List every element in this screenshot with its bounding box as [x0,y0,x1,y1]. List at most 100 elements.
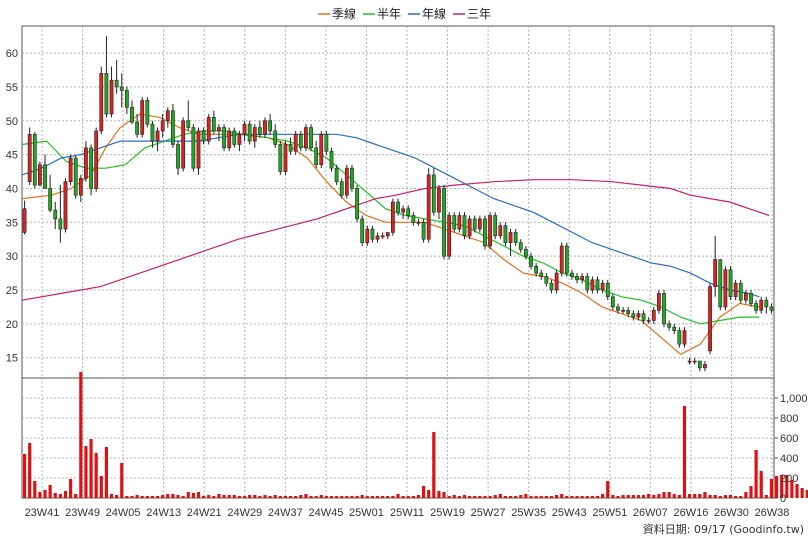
candle-body [564,245,569,274]
candle-body [104,73,109,115]
candle-body [524,249,528,257]
price-tick-label: 60 [6,48,18,60]
volume-bar [176,495,180,498]
volume-bar [539,496,543,498]
volume-bar [703,492,707,498]
candle-body [334,167,339,182]
volume-bar [401,496,405,498]
volume-bar [350,496,354,498]
volume-bar [652,495,656,498]
candle-body [227,130,232,149]
candle-body [738,282,743,301]
volume-bar [713,495,717,498]
volume-bar [53,493,57,498]
candle-body [385,232,390,237]
volume-bar [657,494,661,498]
candle-body [380,235,385,238]
x-axis-labels: 23W41 23W49 24W05 24W13 24W21 24W29 24W37 24W45… [25,507,790,519]
volume-bar [708,495,712,498]
volume-bar [473,496,477,498]
volume-bar [324,496,328,498]
price-tick-label: 15 [6,353,18,365]
candle-body [273,130,278,145]
volume-bar [99,476,103,498]
volume-bar [391,496,395,498]
source-text: 資料日期: 09/17 (Goodinfo.tw) [643,522,804,536]
candle-body [94,130,99,189]
candle-body [150,123,155,142]
candle-body [43,164,47,189]
legend-label-half: 半年 [377,7,401,21]
volume-bar [478,496,482,498]
candle-body [477,218,482,230]
volume-bar [145,496,149,498]
volume-bar [601,494,605,498]
volume-bar [181,496,185,498]
volume-bar [309,496,313,498]
volume-bar [268,496,272,498]
candle-body [155,130,160,142]
volume-bar [677,495,681,498]
candle-body [206,117,211,142]
volume-bar [621,495,625,498]
volume-bar [140,496,144,498]
volume-bar [155,496,160,498]
volume-tick-label: 1,000 [780,393,808,405]
volume-bar [171,494,175,498]
volume-tick-label: 200 [780,473,798,485]
candle-body [723,269,728,308]
volume-bar [457,496,461,498]
legend-label-quarter: 季線 [332,6,356,21]
volume-bar [585,496,589,498]
candle-body [764,299,769,308]
candle-body [355,188,359,220]
volume-bar [498,494,502,498]
candle-body [140,100,145,135]
candle-body [708,286,712,352]
candle-body [447,215,452,257]
volume-bar [48,485,52,498]
volume-bar [493,495,497,498]
candle-body [99,73,104,132]
candle-body [201,130,206,142]
volume-bar [688,494,692,498]
x-tick-label: 24W13 [146,507,181,519]
candle-body [78,178,83,196]
volume-bar [575,496,579,498]
volume-bar [161,495,165,498]
candle-body [488,215,492,247]
candle-body [124,90,129,108]
candle-body [703,364,707,369]
volume-bar [749,486,753,498]
volume-bar [79,372,83,498]
volume-bar [263,495,267,498]
price-axis-labels: 15 20 25 30 35 40 45 50 55 60 [6,48,18,365]
volume-bar [381,496,385,498]
candle-body [390,201,395,233]
candle-body [605,282,610,298]
candle-body [365,228,370,243]
candle-body [682,330,687,345]
volume-bar [207,495,211,498]
ma-line [21,113,760,356]
volume-bar [565,496,569,498]
volume-bar [212,496,216,498]
x-tick-label: 26W38 [755,507,790,519]
candle-body [595,279,600,291]
volume-bar [641,495,646,498]
candle-body [667,323,672,328]
volume-bar [805,490,808,498]
volume-bar [355,496,359,498]
candle-body [89,147,93,189]
volume-bar [519,495,523,498]
price-tick-label: 30 [6,251,18,263]
candle-body [662,293,666,325]
volume-bar [447,496,451,498]
volume-bar [488,496,492,498]
volume-bar [33,481,37,498]
volume-bar [150,496,155,498]
candle-body [759,299,764,311]
volume-bar [125,496,129,498]
candle-body [165,110,170,122]
candle-body [616,306,620,311]
